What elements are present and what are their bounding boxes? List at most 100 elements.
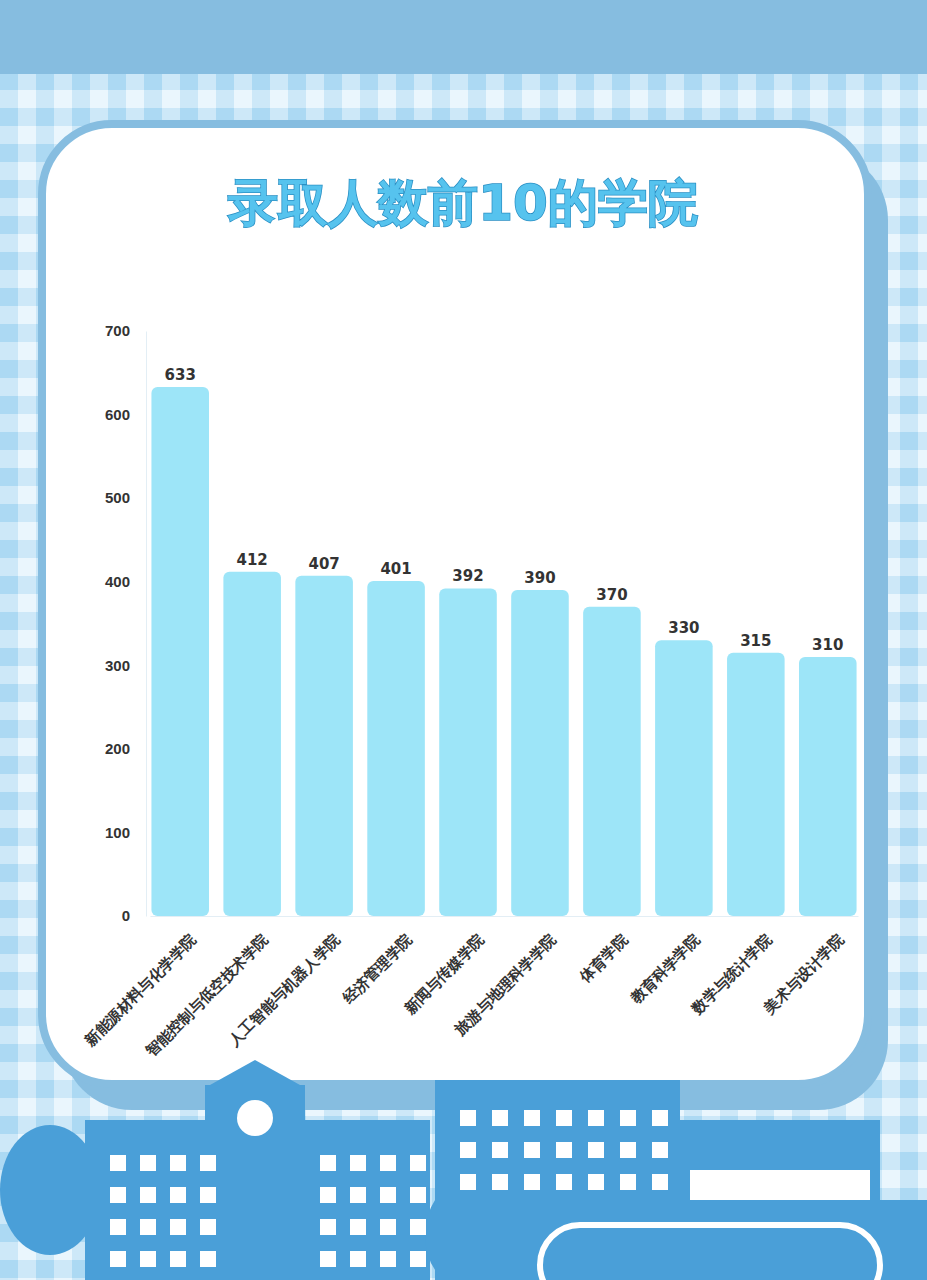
x-tick: 美术与设计学院 — [760, 916, 847, 1018]
bar — [799, 657, 857, 916]
building-shape — [620, 1142, 636, 1158]
chart-container: 录取人数前10的学院0100200300400500600700新能源材料与化学… — [0, 0, 927, 1280]
building-shape — [588, 1142, 604, 1158]
y-tick: 0 — [122, 907, 146, 924]
bar — [439, 588, 497, 916]
building-shape — [200, 1219, 216, 1235]
data-label: 390 — [524, 569, 555, 587]
data-labels: 633412407401392390370330315310 — [165, 366, 844, 654]
data-label: 412 — [237, 551, 268, 569]
buildings — [0, 1060, 927, 1280]
building-shape — [620, 1110, 636, 1126]
building-shape — [588, 1174, 604, 1190]
building-shape — [620, 1174, 636, 1190]
data-label: 330 — [668, 619, 699, 637]
building-shape — [380, 1219, 396, 1235]
building-shape — [652, 1174, 668, 1190]
building-shape — [350, 1251, 366, 1267]
building-shape — [320, 1219, 336, 1235]
chart-title: 录取人数前10的学院 — [227, 174, 698, 232]
building-shape — [410, 1187, 426, 1203]
bar — [727, 653, 785, 916]
building-shape — [170, 1155, 186, 1171]
building-shape — [320, 1251, 336, 1267]
building-shape — [680, 1120, 880, 1280]
building-shape — [652, 1110, 668, 1126]
x-tick-label: 人工智能与机器人学院 — [224, 931, 343, 1050]
building-shape — [170, 1187, 186, 1203]
building-shape — [170, 1251, 186, 1267]
bar — [655, 640, 713, 916]
x-tick-label: 教育科学学院 — [626, 931, 702, 1007]
y-tick-label: 400 — [105, 573, 130, 590]
building-shape — [140, 1155, 156, 1171]
chart-svg: 录取人数前10的学院0100200300400500600700新能源材料与化学… — [0, 0, 927, 1280]
building-shape — [524, 1174, 540, 1190]
building-shape — [588, 1110, 604, 1126]
y-tick: 200 — [105, 740, 146, 757]
building-shape — [200, 1251, 216, 1267]
data-label: 315 — [740, 632, 771, 650]
building-shape — [524, 1110, 540, 1126]
y-tick-label: 100 — [105, 824, 130, 841]
y-tick-label: 200 — [105, 740, 130, 757]
bars — [151, 387, 856, 916]
building-shape — [140, 1187, 156, 1203]
x-axis: 新能源材料与化学学院智能控制与低空技术学院人工智能与机器人学院经济管理学院新闻与… — [80, 916, 858, 1060]
building-shape — [350, 1155, 366, 1171]
building-shape — [460, 1110, 476, 1126]
building-shape — [380, 1251, 396, 1267]
building-shape — [205, 1085, 305, 1280]
building-shape — [350, 1187, 366, 1203]
building-shape — [460, 1174, 476, 1190]
building-shape — [492, 1110, 508, 1126]
x-tick-label: 旅游与地理科学学院 — [451, 931, 559, 1039]
bar — [151, 387, 209, 916]
building-shape — [492, 1142, 508, 1158]
data-label: 633 — [165, 366, 196, 384]
y-tick: 700 — [105, 322, 146, 339]
data-label: 392 — [452, 567, 483, 585]
building-shape — [170, 1219, 186, 1235]
y-tick: 400 — [105, 573, 146, 590]
building-shape — [556, 1142, 572, 1158]
x-tick-label: 体育学院 — [576, 931, 631, 986]
building-shape — [200, 1155, 216, 1171]
building-shape — [556, 1174, 572, 1190]
building-shape — [410, 1155, 426, 1171]
building-shape — [556, 1110, 572, 1126]
bar — [511, 590, 569, 916]
x-tick-label: 美术与设计学院 — [760, 931, 847, 1018]
x-axis-line — [151, 916, 859, 917]
bar — [583, 607, 641, 916]
bar — [295, 576, 353, 916]
y-tick-label: 500 — [105, 489, 130, 506]
building-shape — [380, 1187, 396, 1203]
building-shape — [140, 1219, 156, 1235]
building-shape — [85, 1120, 225, 1280]
building-shape — [435, 1080, 680, 1280]
y-tick-label: 700 — [105, 322, 130, 339]
data-label: 407 — [308, 555, 339, 573]
x-tick: 经济管理学院 — [339, 916, 415, 1007]
building-shape — [410, 1251, 426, 1267]
x-tick: 人工智能与机器人学院 — [224, 916, 343, 1050]
building-shape — [200, 1187, 216, 1203]
building-shape — [110, 1155, 126, 1171]
building-shape — [460, 1142, 476, 1158]
building-shape — [110, 1219, 126, 1235]
building-shape — [524, 1142, 540, 1158]
roof — [210, 1060, 300, 1085]
y-tick: 300 — [105, 657, 146, 674]
y-tick: 500 — [105, 489, 146, 506]
data-label: 401 — [380, 560, 411, 578]
y-tick: 100 — [105, 824, 146, 841]
background — [0, 0, 927, 1280]
building-shape — [110, 1251, 126, 1267]
building-shape — [652, 1142, 668, 1158]
track — [540, 1225, 880, 1280]
building-shape — [140, 1251, 156, 1267]
y-tick-label: 300 — [105, 657, 130, 674]
building-shape — [320, 1187, 336, 1203]
y-axis: 0100200300400500600700 — [105, 322, 147, 924]
